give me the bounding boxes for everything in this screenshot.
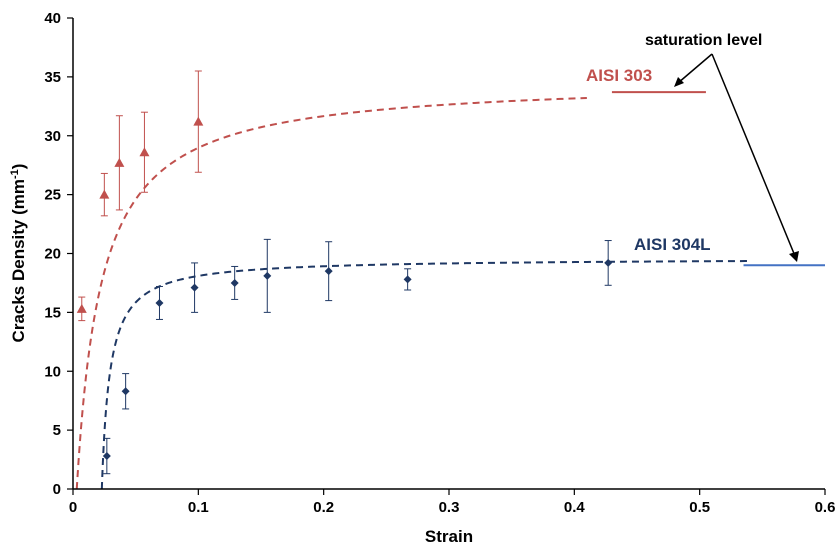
- x-ticks: 0 0.1 0.2 0.3 0.4 0.5 0.6: [69, 489, 836, 516]
- x-tick-label-5: 0.5: [689, 499, 710, 516]
- y-axis-title: Cracks Density (mm-1): [9, 164, 28, 343]
- x-axis-title: Strain: [425, 527, 473, 546]
- point-0-3: [139, 147, 150, 157]
- x-tick-label-3: 0.3: [439, 499, 460, 516]
- y-axis-title-end: ): [9, 164, 28, 170]
- series-label-aisi-304l: AISI 304L: [634, 235, 711, 254]
- saturation-lines: [611, 91, 825, 267]
- x-tick-label-2: 0.2: [313, 499, 334, 516]
- data-points: [76, 116, 613, 461]
- y-tick-label-2: 10: [44, 363, 61, 380]
- saturation-level-text: saturation level: [645, 32, 762, 49]
- y-ticks: 0 5 10 15 20 25 30 35 40: [44, 10, 73, 498]
- y-tick-label-5: 25: [44, 187, 61, 204]
- point-1-5: [263, 271, 272, 280]
- point-1-7: [403, 275, 412, 284]
- fit-curves: [75, 96, 750, 490]
- point-1-4: [230, 278, 239, 287]
- arrow-head-304: [789, 251, 799, 262]
- series-label-aisi-303: AISI 303: [586, 66, 652, 85]
- arrow-line-303: [677, 53, 713, 84]
- arrow-head-303: [674, 77, 684, 87]
- point-1-6: [324, 267, 333, 276]
- y-axis-title-main: Cracks Density (mm: [9, 179, 28, 342]
- x-tick-label-4: 0.4: [564, 499, 586, 516]
- y-tick-label-3: 15: [44, 304, 61, 321]
- point-1-0: [102, 452, 111, 461]
- fit-curve-0: [75, 96, 587, 490]
- y-tick-label-8: 40: [44, 10, 61, 27]
- point-1-3: [190, 283, 199, 292]
- x-tick-label-1: 0.1: [188, 499, 209, 516]
- point-0-1: [99, 189, 110, 199]
- x-tick-label-0: 0: [69, 499, 77, 516]
- fit-curve-1: [100, 260, 750, 489]
- point-0-4: [193, 116, 204, 126]
- saturation-arrows: [674, 53, 799, 262]
- y-tick-label-6: 30: [44, 128, 61, 145]
- y-axis-title-sup: -1: [9, 169, 21, 179]
- error-bars: [78, 70, 612, 475]
- point-1-2: [155, 298, 164, 307]
- point-0-2: [114, 157, 125, 167]
- y-tick-label-7: 35: [44, 69, 61, 86]
- point-1-8: [604, 258, 613, 267]
- y-tick-label-4: 20: [44, 246, 61, 263]
- y-tick-label-1: 5: [53, 422, 61, 439]
- y-tick-label-0: 0: [53, 481, 61, 498]
- x-tick-label-6: 0.6: [815, 499, 836, 516]
- point-1-1: [121, 387, 130, 396]
- arrow-line-304: [711, 53, 796, 257]
- point-0-0: [76, 303, 87, 313]
